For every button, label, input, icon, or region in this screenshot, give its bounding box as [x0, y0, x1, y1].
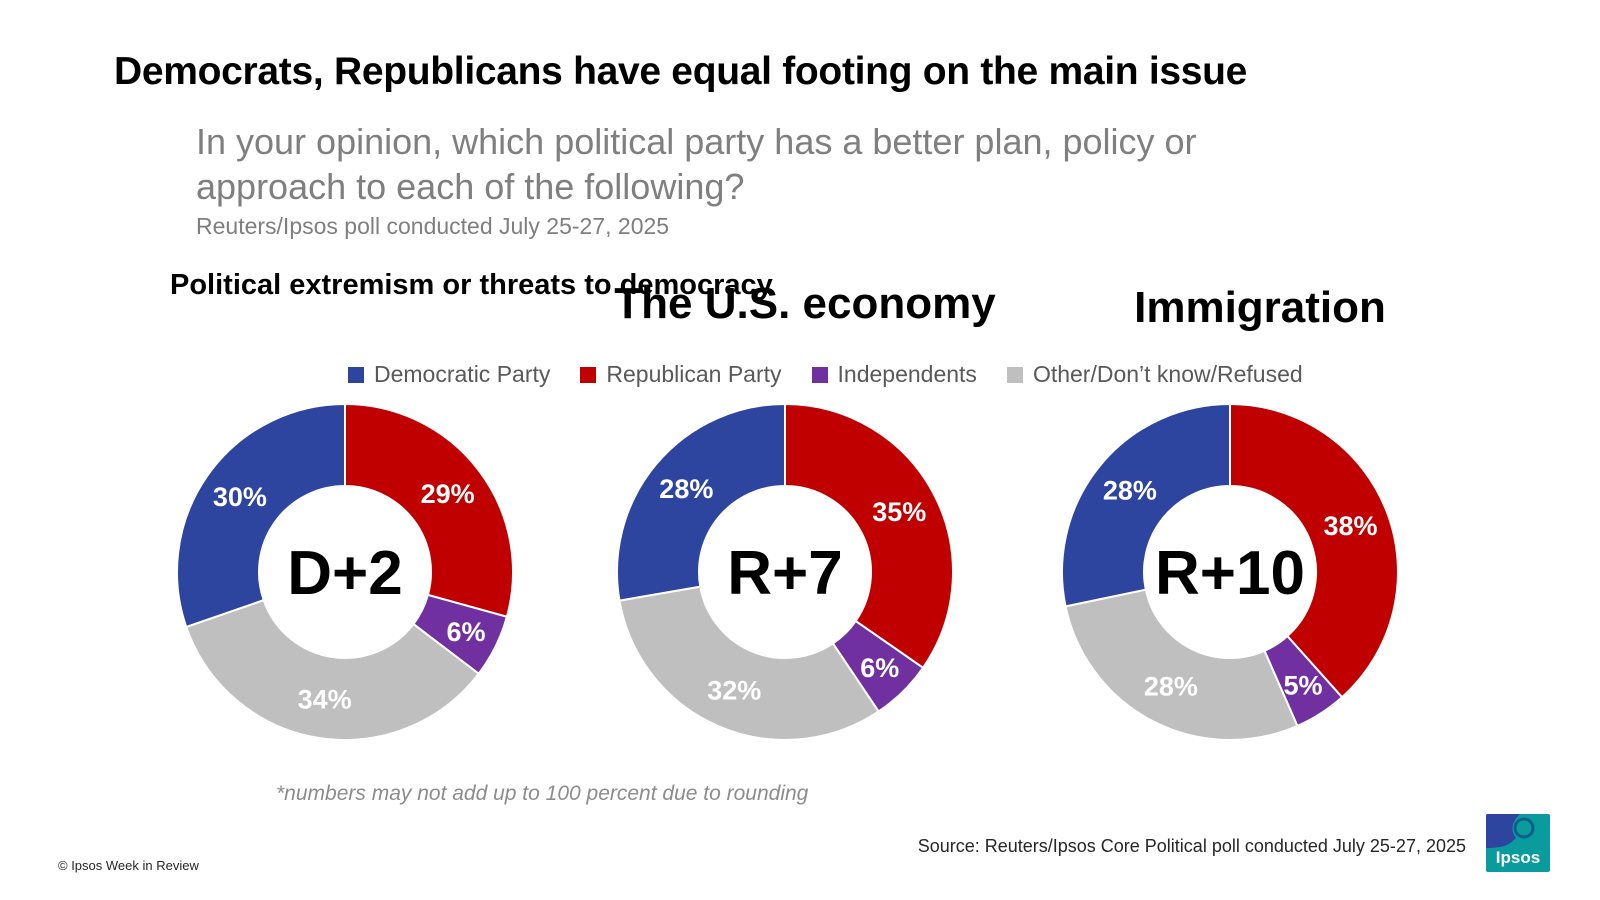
donut-slice: [176, 402, 346, 629]
survey-question: In your opinion, which political party h…: [196, 121, 1197, 207]
legend-item-republican: Republican Party: [580, 361, 782, 388]
legend-label: Independents: [837, 361, 977, 387]
slice-value-label: 35%: [872, 497, 926, 527]
chart-title: Democrats, Republicans have equal footin…: [114, 50, 1248, 93]
slice-value-label: 30%: [213, 482, 267, 512]
slice-value-label: 5%: [1283, 671, 1322, 701]
donut-center-label: D+2: [287, 539, 402, 608]
donut-1: 35% 6% 32% 28% R+7: [616, 402, 954, 741]
logo-text: Ipsos: [1495, 848, 1541, 867]
legend-item-other: Other/Don’t know/Refused: [1006, 361, 1303, 388]
donut-slice: [1064, 588, 1299, 741]
donut-center-label: R+7: [727, 539, 842, 608]
slice-value-label: 28%: [659, 474, 713, 504]
slice-value-label: 6%: [446, 617, 485, 647]
slice-value-label: 29%: [421, 479, 475, 509]
panel-title-immigration: Immigration: [1134, 283, 1386, 332]
slice-value-label: 6%: [860, 653, 899, 683]
legend-swatch: [580, 366, 597, 383]
legend-label: Republican Party: [606, 361, 782, 387]
copyright-note: © Ipsos Week in Review: [58, 858, 199, 873]
slice-value-label: 28%: [1103, 476, 1157, 506]
donut-slice: [618, 585, 880, 741]
poll-subtitle: Reuters/Ipsos poll conducted July 25-27,…: [196, 213, 670, 239]
source-note: Source: Reuters/Ipsos Core Political pol…: [917, 836, 1466, 856]
panel-title-economy: The U.S. economy: [614, 279, 996, 328]
legend-label: Other/Don’t know/Refused: [1032, 361, 1303, 387]
donut-slice: [1061, 402, 1231, 608]
legend: Democratic Party Republican Party Indepe…: [348, 361, 1303, 388]
slice-value-label: 28%: [1144, 672, 1198, 702]
slice-value-label: 32%: [707, 676, 761, 706]
legend-swatch: [811, 366, 828, 383]
ipsos-logo: Ipsos: [1486, 814, 1550, 872]
donut-2: 38% 5% 28% 28% R+10: [1061, 402, 1399, 741]
slice-value-label: 38%: [1323, 511, 1377, 541]
donut-slice: [616, 402, 786, 602]
donut-slice: [344, 402, 514, 618]
slice-value-label: 34%: [298, 684, 352, 714]
legend-label: Democratic Party: [374, 361, 551, 387]
legend-item-independents: Independents: [811, 361, 977, 388]
donut-center-label: R+10: [1155, 539, 1305, 608]
donut-slice: [184, 598, 481, 741]
legend-item-democratic: Democratic Party: [348, 361, 550, 388]
donut-slice: [1229, 402, 1399, 699]
legend-swatch: [1006, 366, 1023, 383]
ipsos-logo-icon: [1486, 814, 1535, 848]
donut-slice: [784, 402, 954, 670]
donut-0: 29% 6% 34% 30% D+2: [176, 402, 514, 741]
legend-swatch: [348, 366, 364, 383]
footnote: *numbers may not add up to 100 percent d…: [276, 782, 809, 805]
